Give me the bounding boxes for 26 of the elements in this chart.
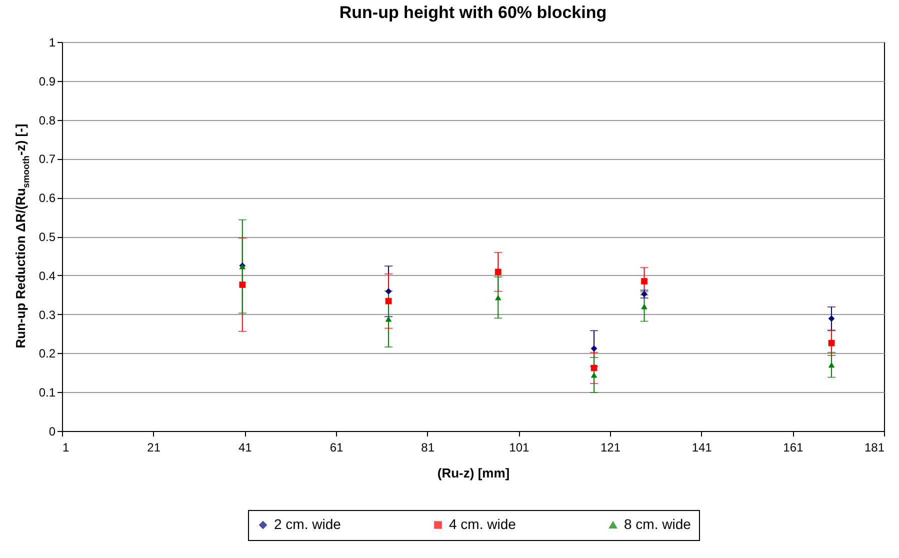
x-tick-label: 21 <box>147 440 161 454</box>
x-axis-title: (Ru-z) [mm] <box>437 466 510 480</box>
y-tick-label: 0.1 <box>38 386 56 400</box>
y-tick-label: 0.9 <box>38 74 56 88</box>
chart-title: Run-up height with 60% blocking <box>339 3 607 22</box>
y-tick-label: 0.6 <box>38 191 56 206</box>
x-tick-label: 1 <box>62 440 70 454</box>
y-tick-label: 0.7 <box>38 152 56 166</box>
x-tick-label: 101 <box>509 440 530 454</box>
x-tick-label: 161 <box>783 440 804 454</box>
x-tick-label: 121 <box>600 440 621 454</box>
y-tick-label: 0.5 <box>38 230 56 244</box>
y-tick-label: 0.8 <box>38 113 56 128</box>
y-tick-label: 0.4 <box>38 268 56 283</box>
x-tick-label: 141 <box>692 440 712 454</box>
x-tick-label: 181 <box>864 440 885 454</box>
x-tick-label: 81 <box>421 440 435 454</box>
legend-label: 4 cm. wide <box>449 516 516 532</box>
legend-label: 8 cm. wide <box>624 516 692 532</box>
y-tick-label: 1 <box>48 36 56 50</box>
x-tick-label: 41 <box>238 440 252 454</box>
y-tick-label: 0.2 <box>38 346 56 361</box>
x-tick-label: 61 <box>330 440 344 454</box>
y-tick-label: 0.3 <box>38 308 56 322</box>
legend-label: 2 cm. wide <box>274 516 342 532</box>
y-tick-label: 0 <box>48 424 56 438</box>
